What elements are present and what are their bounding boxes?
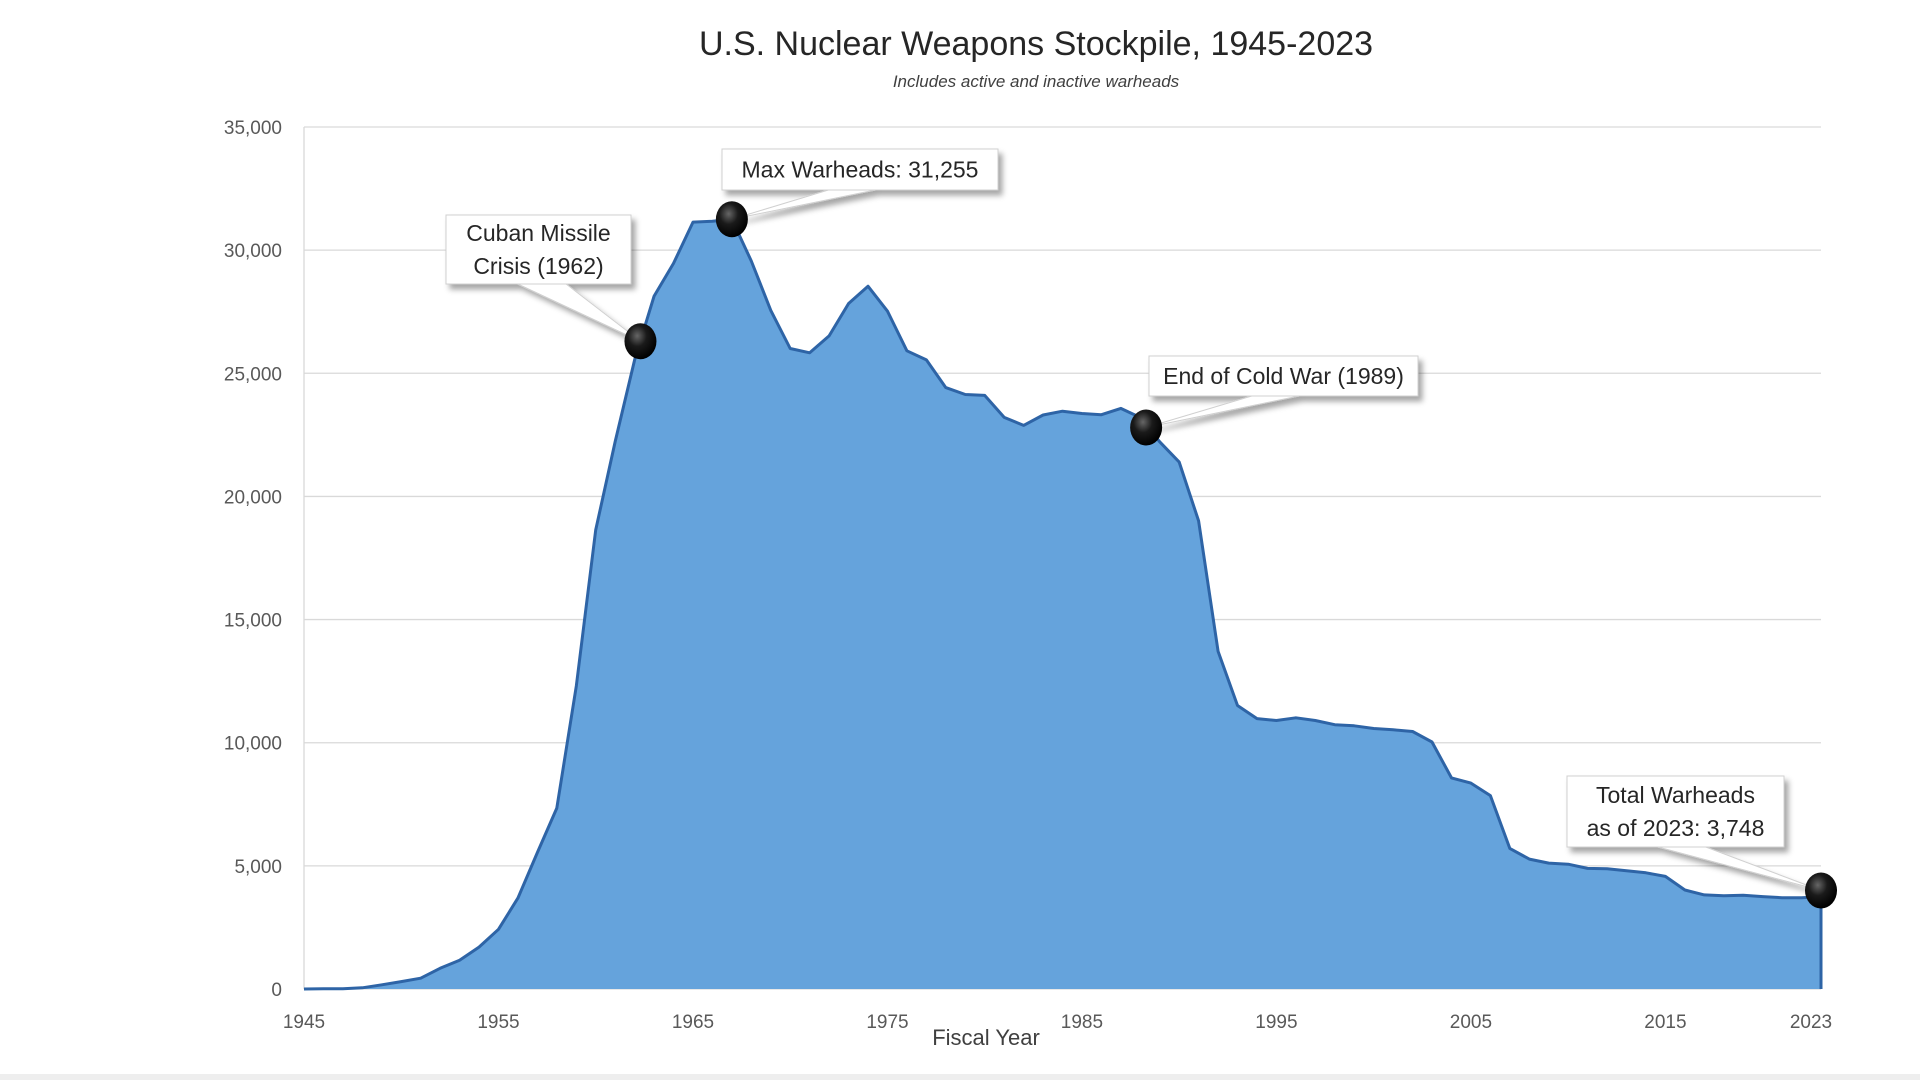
callout-label: Cuban Missile [466,220,610,246]
marker-point [1805,872,1837,909]
x-tick-label: 1995 [1255,1012,1297,1033]
y-tick-label: 30,000 [224,241,282,262]
callout-label: Total Warheads [1596,782,1755,808]
y-tick-label: 0 [271,980,282,1001]
x-tick-label: 2015 [1644,1012,1686,1033]
y-tick-label: 15,000 [224,611,282,632]
marker-point [624,323,657,360]
y-tick-label: 20,000 [224,487,282,508]
chart-title: U.S. Nuclear Weapons Stockpile, 1945-202… [699,25,1373,63]
marker-point [1130,409,1163,446]
callout-pointer [513,281,641,342]
x-tick-label: 1965 [672,1012,714,1033]
chart-subtitle: Includes active and inactive warheads [893,72,1180,91]
annotations: Cuban Missile Crisis (1962) Max Warheads: … [445,148,1837,909]
callout-box [721,148,999,191]
y-tick-label: 25,000 [224,364,282,385]
x-tick-label: 1975 [866,1012,908,1033]
callout [1145,355,1419,428]
callout-label: as of 2023: 3,748 [1587,815,1765,841]
callout-box [1566,775,1785,848]
callout-box [1148,355,1419,397]
x-tick-label: 2005 [1450,1012,1492,1033]
x-tick-label: 1985 [1061,1012,1103,1033]
callout-label: Max Warheads: 31,255 [742,157,979,183]
x-tick-label: 1945 [283,1012,325,1033]
callout [1566,775,1822,891]
x-tick-label: 2023 [1790,1012,1832,1033]
x-axis-ticks: 1945 1955 1965 1975 1985 1995 2005 2015 2023 [283,1012,1832,1033]
callout-label: End of Cold War (1989) [1163,363,1404,389]
y-tick-label: 10,000 [224,734,282,755]
callout-box [445,214,632,285]
callout [445,214,641,342]
callout-pointer [1145,393,1309,428]
y-tick-label: 35,000 [224,118,282,139]
callout-pointer [731,187,886,220]
y-tick-label: 5,000 [234,857,282,878]
series-area [303,217,1823,991]
callout [721,148,999,220]
area-fill [304,219,1821,989]
y-axis-ticks: 0 5,000 10,000 15,000 20,000 25,000 30,000 35,0… [224,118,282,1001]
x-tick-label: 1955 [477,1012,519,1033]
area-outline [303,217,1823,991]
bottom-border [0,1074,1920,1080]
callout-label: Crisis (1962) [473,253,603,279]
x-axis-title: Fiscal Year [932,1025,1040,1050]
marker-point [715,201,748,238]
